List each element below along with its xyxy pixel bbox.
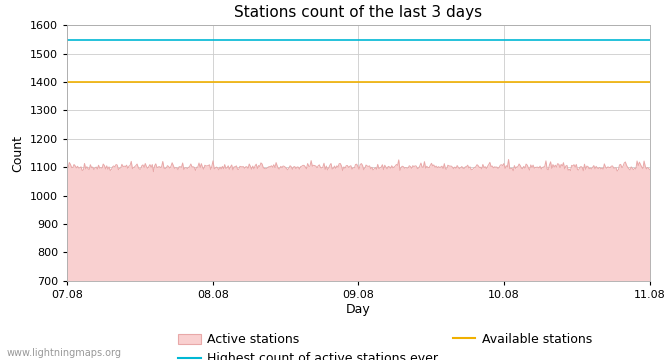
Text: www.lightningmaps.org: www.lightningmaps.org bbox=[7, 348, 122, 358]
Y-axis label: Count: Count bbox=[11, 135, 24, 171]
Legend: Active stations, Highest count of active stations ever, Available stations: Active stations, Highest count of active… bbox=[178, 333, 592, 360]
Title: Stations count of the last 3 days: Stations count of the last 3 days bbox=[234, 5, 482, 20]
X-axis label: Day: Day bbox=[346, 303, 371, 316]
